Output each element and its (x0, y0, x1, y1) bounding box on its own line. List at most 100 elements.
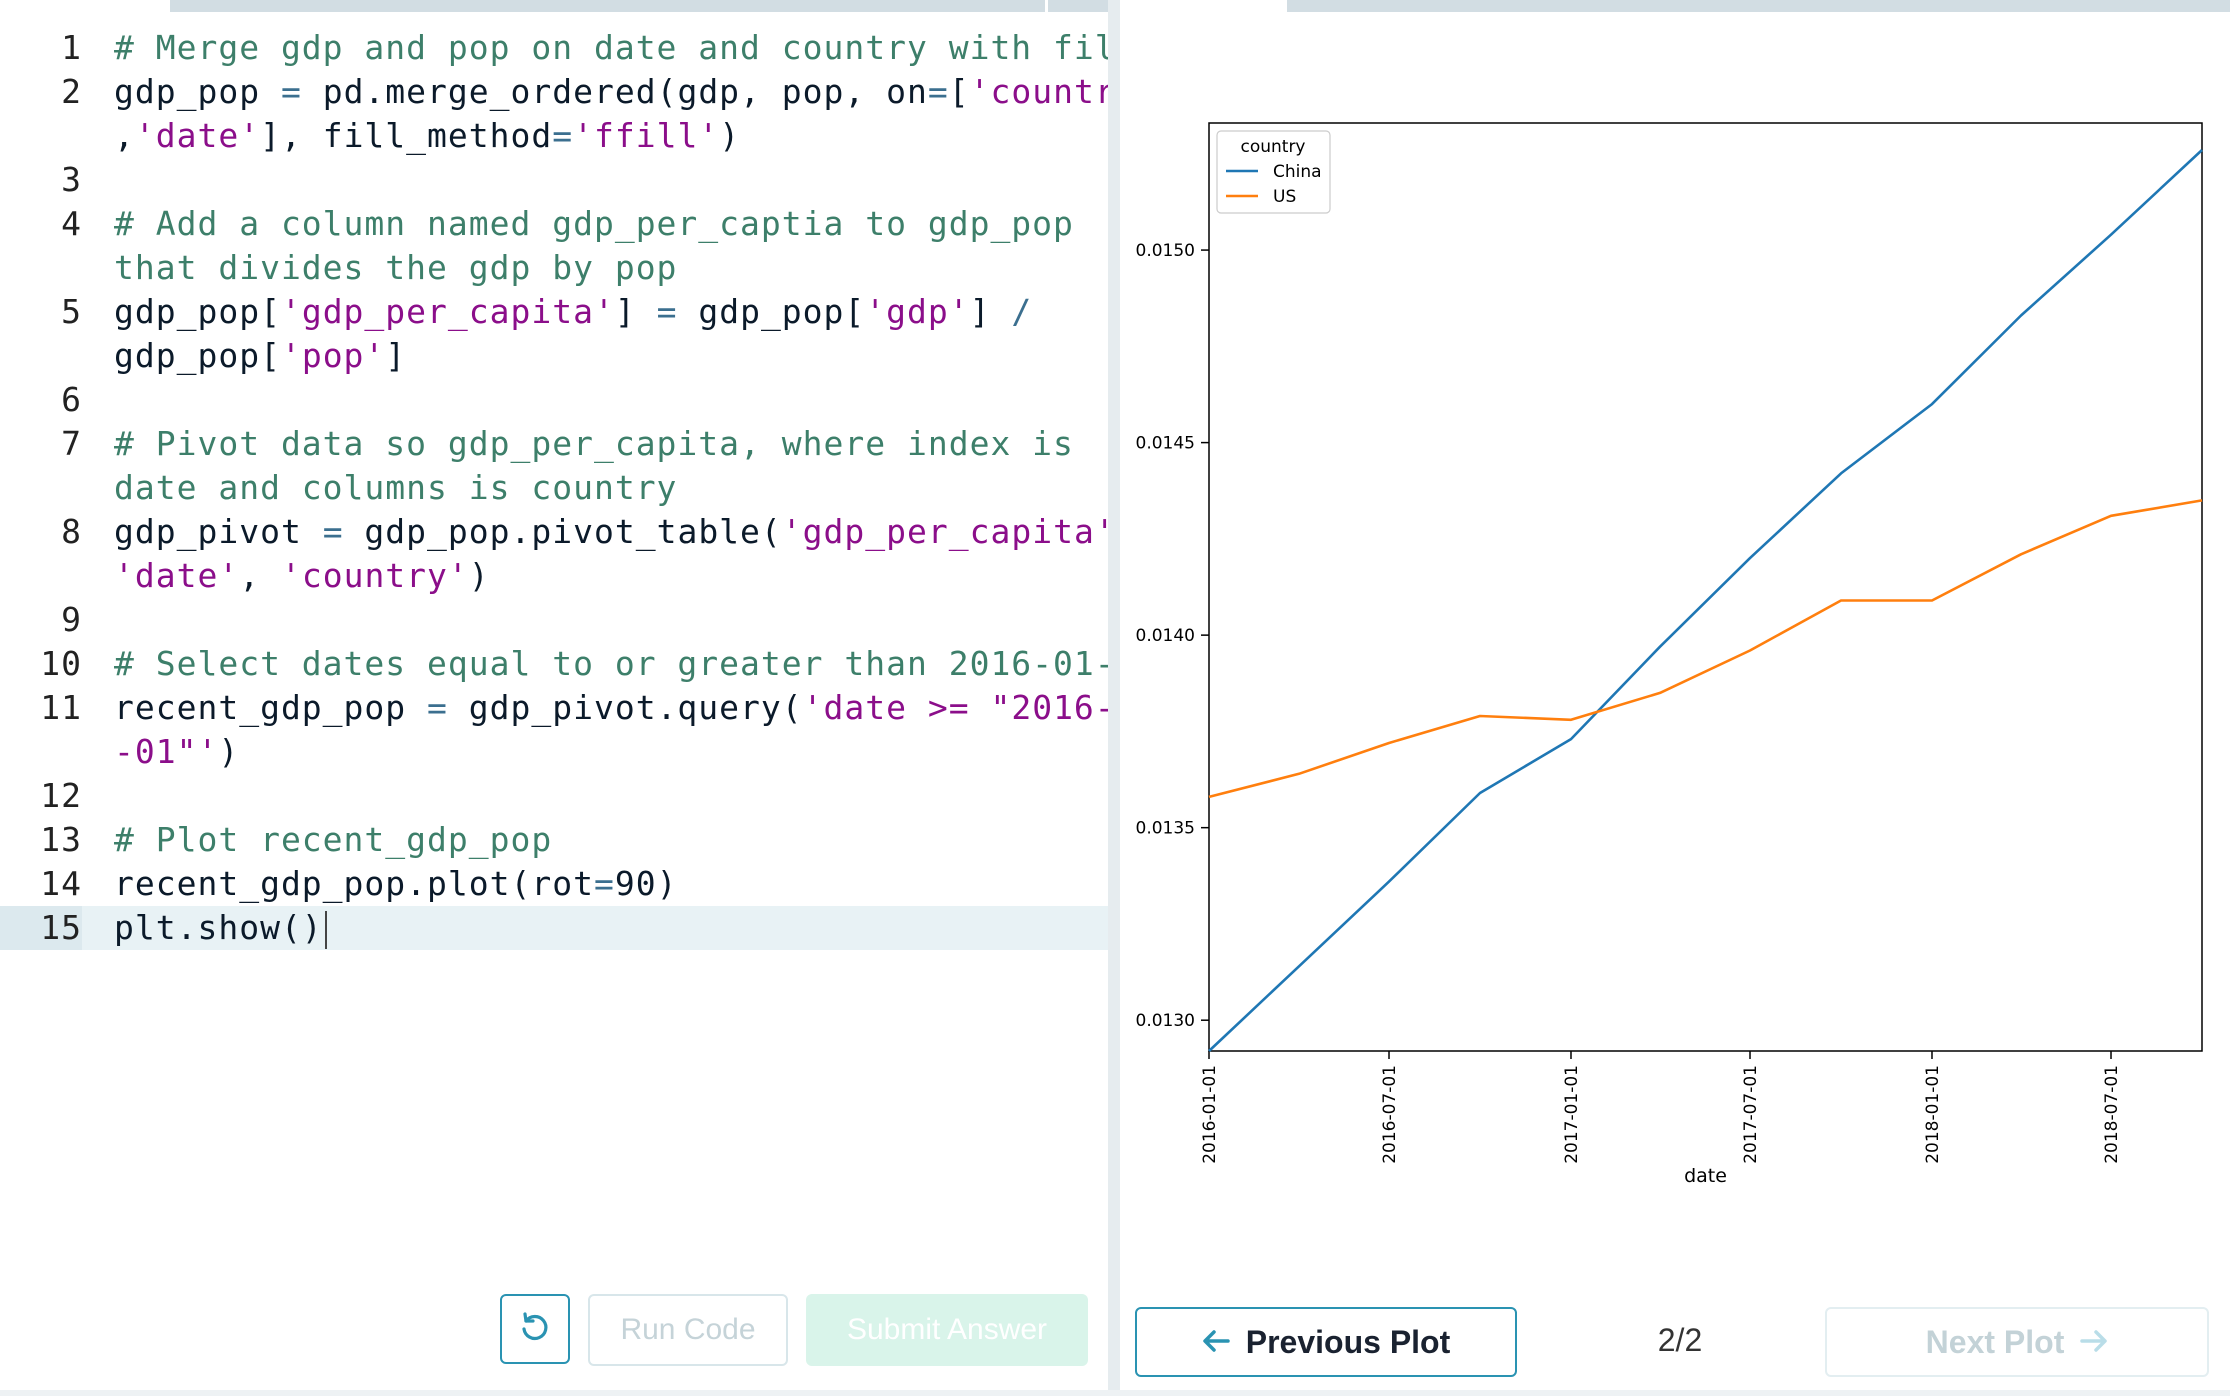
code-token-plain: gdp_pop.pivot_table( (343, 512, 782, 551)
code-area[interactable]: 1 # Merge gdp and pop on date and country… (0, 26, 1156, 950)
code-token-plain: pd.merge_ordered(gdp, pop, on (301, 72, 928, 111)
x-tick-label: 2018-07-01 (2102, 1065, 2122, 1164)
previous-plot-button[interactable]: Previous Plot (1135, 1307, 1517, 1377)
code-token-plain: ], fill_method (260, 116, 553, 155)
arrow-left-icon (1202, 1324, 1230, 1361)
code-line[interactable]: date and columns is country (0, 466, 1108, 510)
code-token-plain: gdp_pop[ (114, 336, 281, 375)
code-token-plain: ) (468, 556, 490, 595)
code-line[interactable]: 5 gdp_pop['gdp_per_capita'] = gdp_pop['gd… (0, 290, 1108, 334)
code-token-plain: gdp_pop (114, 72, 281, 111)
next-plot-button[interactable]: Next Plot (1825, 1307, 2209, 1377)
line-text: date and columns is country (114, 468, 677, 507)
code-line[interactable]: 4 # Add a column named gdp_per_captia to … (0, 202, 1108, 246)
code-token-string: 'gdp_per_capita' (781, 512, 1116, 551)
code-token-plain: [ (948, 72, 970, 111)
code-token-comment: # Plot recent_gdp_pop (114, 820, 553, 859)
line-text: # Pivot data so gdp_per_capita, where in… (114, 424, 1074, 463)
code-line[interactable]: 3 (0, 158, 1108, 202)
x-tick-label: 2017-01-01 (1562, 1065, 1582, 1164)
code-line[interactable]: gdp_pop['pop'] (0, 334, 1108, 378)
code-token-plain: gdp_pivot (114, 512, 323, 551)
line-number: 7 (61, 424, 82, 463)
line-text: # Plot recent_gdp_pop (114, 820, 552, 859)
code-token-op: = (656, 292, 678, 331)
code-line[interactable]: 13 # Plot recent_gdp_pop (0, 818, 1108, 862)
line-text: plt.show() (114, 908, 327, 949)
code-line[interactable]: 6 (0, 378, 1108, 422)
line-text: that divides the gdp by pop (114, 248, 677, 287)
line-text: recent_gdp_pop.plot(rot=90) (114, 864, 677, 903)
code-token-plain: ) (218, 732, 240, 771)
code-token-op: = (552, 116, 574, 155)
code-token-string: 'gdp_per_capita' (280, 292, 615, 331)
legend-entry: US (1273, 187, 1296, 207)
reset-icon (518, 1310, 552, 1349)
code-token-string: 'ffill' (573, 116, 720, 155)
legend-title: country (1240, 137, 1305, 157)
code-token-plain: ] (614, 292, 657, 331)
code-token-plain: gdp_pop[ (114, 292, 281, 331)
code-token-comment: that divides the gdp by pop (114, 248, 678, 287)
line-number: 4 (61, 204, 82, 243)
code-line[interactable]: 14 recent_gdp_pop.plot(rot=90) (0, 862, 1108, 906)
code-line[interactable]: 12 (0, 774, 1108, 818)
x-tick-label: 2016-07-01 (1380, 1065, 1400, 1164)
code-token-plain: gdp_pop[ (677, 292, 866, 331)
line-number: 14 (40, 864, 82, 903)
code-line[interactable]: that divides the gdp by pop (0, 246, 1108, 290)
code-token-string: 'date' (114, 556, 240, 595)
text-cursor (324, 910, 327, 949)
code-line[interactable]: 11 recent_gdp_pop = gdp_pivot.query('date… (0, 686, 1156, 730)
code-token-comment: # Pivot data so gdp_per_capita, where in… (114, 424, 1074, 463)
reset-code-button[interactable] (500, 1294, 570, 1364)
code-line[interactable]: 7 # Pivot data so gdp_per_capita, where i… (0, 422, 1108, 466)
legend-entry: China (1273, 162, 1322, 182)
run-code-button[interactable]: Run Code (588, 1294, 788, 1366)
line-text: # Merge gdp and pop on date and country … (114, 28, 1137, 67)
x-axis-label: date (1684, 1165, 1727, 1187)
code-line[interactable]: 15 plt.show() (0, 906, 1108, 950)
plot-pane: 0.0130 0.0135 0.0140 0.0145 0.0150 2016-01-01… (1120, 0, 2230, 1396)
line-number: 11 (40, 688, 82, 727)
code-token-plain: recent_gdp_pop.plot(rot (114, 864, 594, 903)
code-token-op: = (593, 864, 615, 903)
code-line[interactable]: 1 # Merge gdp and pop on date and country… (0, 26, 1135, 70)
code-token-string: 'date >= "2016-01 (802, 688, 1158, 727)
code-line[interactable]: 8 gdp_pivot = gdp_pop.pivot_table('gdp_pe… (0, 510, 1135, 554)
series-line-china (1208, 149, 2203, 1052)
line-number: 9 (61, 600, 82, 639)
legend-box (1216, 130, 1331, 214)
submit-answer-button[interactable]: Submit Answer (806, 1294, 1088, 1366)
tab-separator (1045, 0, 1048, 12)
line-text: # Select dates equal to or greater than … (114, 644, 1157, 683)
x-tick-label: 2016-01-01 (1200, 1065, 1220, 1164)
code-token-plain: recent_gdp_pop (114, 688, 428, 727)
line-number: 8 (61, 512, 82, 551)
pane-divider[interactable] (1108, 0, 1120, 1396)
line-number: 1 (61, 28, 82, 67)
code-line[interactable]: ,'date'], fill_method='ffill') (0, 114, 1108, 158)
line-text: gdp_pivot = gdp_pop.pivot_table('gdp_per… (114, 512, 1137, 551)
code-token-op: = (322, 512, 344, 551)
code-token-op: = (927, 72, 949, 111)
code-line[interactable]: 2 gdp_pop = pd.merge_ordered(gdp, pop, on… (0, 70, 1156, 114)
line-text: # Add a column named gdp_per_captia to g… (114, 204, 1074, 243)
code-line[interactable]: 'date', 'country') (0, 554, 1108, 598)
y-tick-label: 0.0140 (1136, 626, 1195, 646)
code-token-string: 'pop' (280, 336, 386, 375)
y-tick-label: 0.0150 (1136, 241, 1195, 261)
arrow-right-icon (2080, 1324, 2108, 1361)
line-number: 2 (61, 72, 82, 111)
line-text: gdp_pop['pop'] (114, 336, 406, 375)
code-line[interactable]: -01"') (0, 730, 1108, 774)
code-token-comment: # Merge gdp and pop on date and country … (114, 28, 1137, 67)
code-line[interactable]: 9 (0, 598, 1108, 642)
plot-tab-bar (1287, 0, 2230, 12)
code-line[interactable]: 10 # Select dates equal to or greater tha… (0, 642, 1156, 686)
code-token-plain: ] (385, 336, 407, 375)
code-editor[interactable]: 1 # Merge gdp and pop on date and country… (0, 0, 1156, 1396)
line-text: 'date', 'country') (114, 556, 490, 595)
line-text: recent_gdp_pop = gdp_pivot.query('date >… (114, 688, 1157, 727)
x-tick-label: 2017-07-01 (1741, 1065, 1761, 1164)
